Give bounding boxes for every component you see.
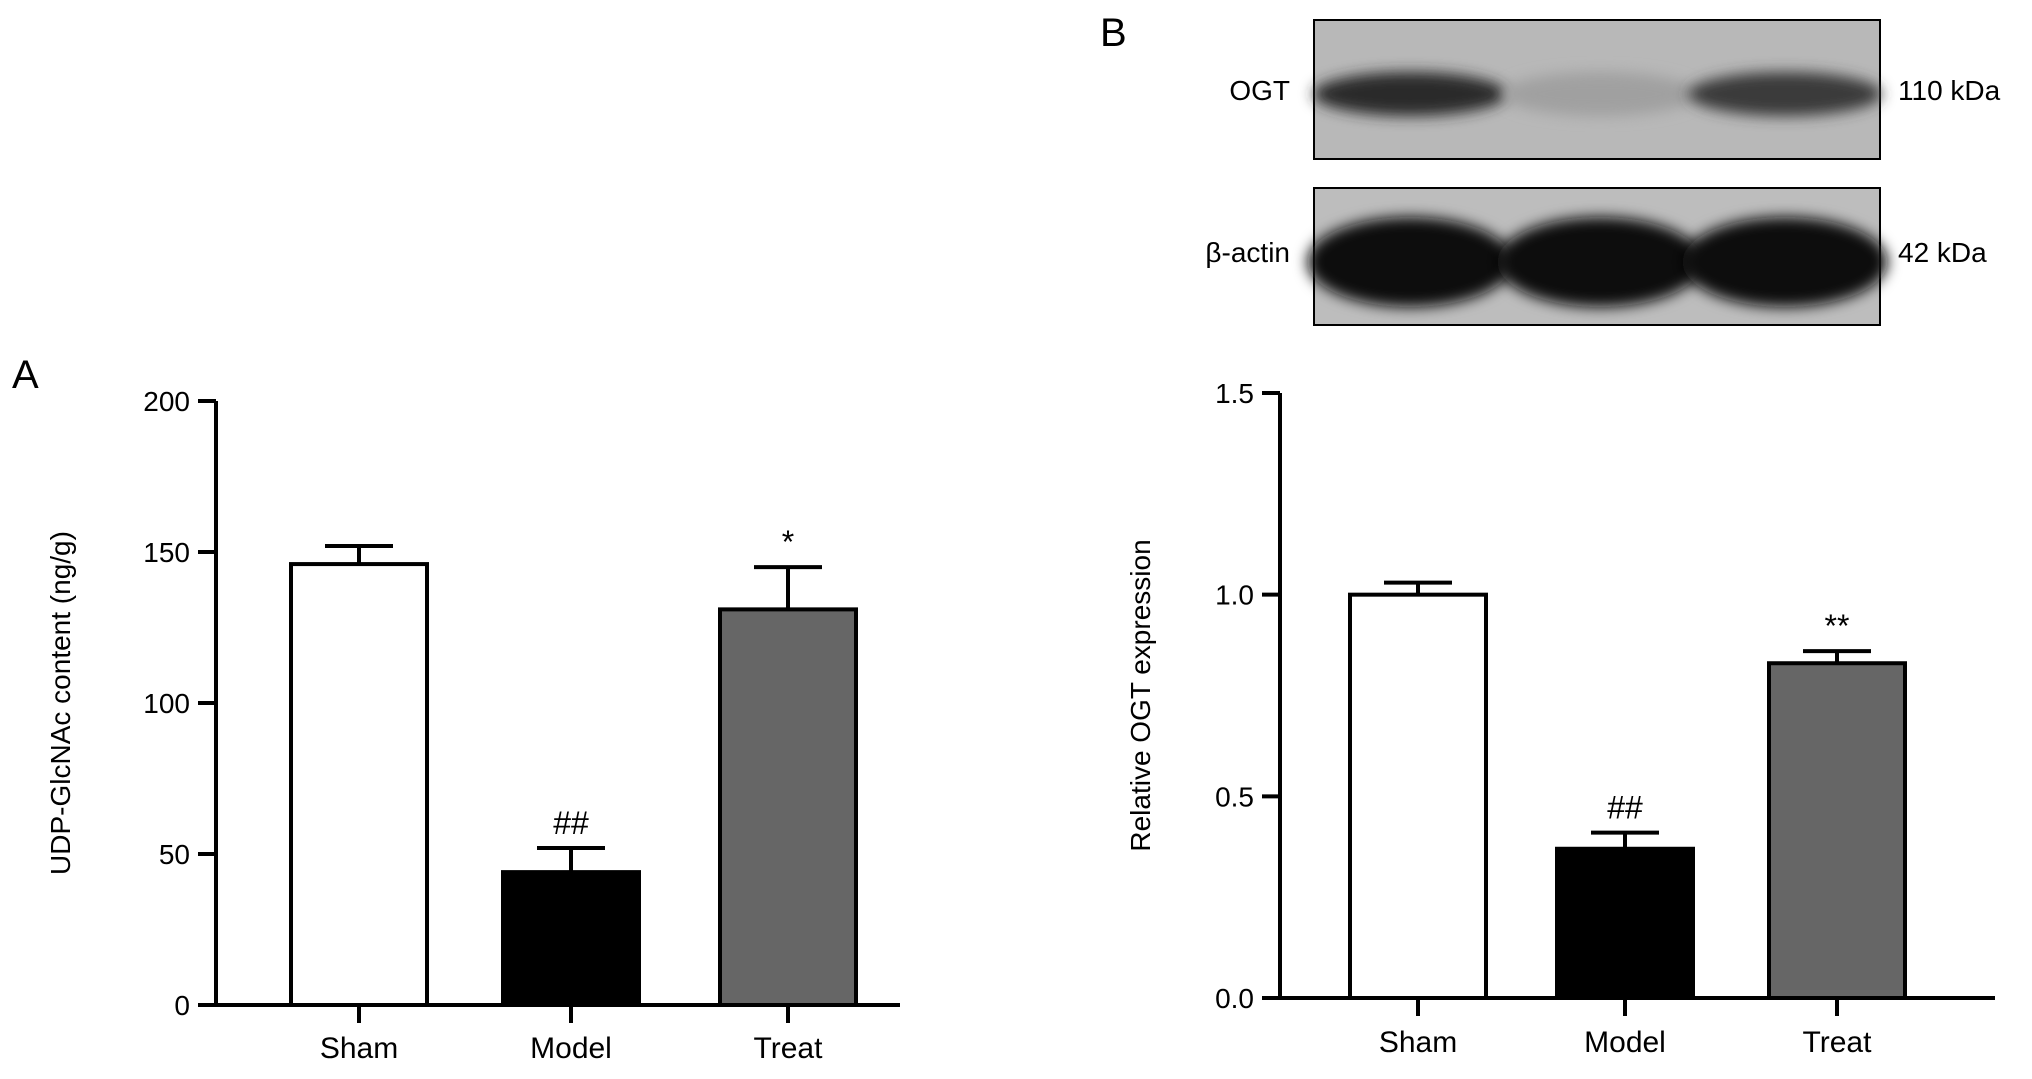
chart-a-significance-label: ##	[553, 805, 589, 841]
chart-b-y-tick-label: 1.5	[1215, 378, 1254, 409]
panel-a-letter: A	[12, 353, 39, 397]
chart-a-significance-label: *	[782, 524, 794, 560]
chart-b-marks: 0.0 0.5 1.0 1.5 Relative OGT expression Sham M…	[1125, 378, 1995, 1059]
blot-size-label-beta-actin: 42 kDa	[1898, 237, 1987, 268]
chart-panel-b: 0.0 0.5 1.0 1.5 Relative OGT expression Sham M…	[1125, 378, 1995, 1059]
chart-b-y-tick-label: 0.5	[1215, 781, 1254, 812]
blot-band	[1682, 217, 1888, 307]
chart-a-category-label: Sham	[320, 1032, 398, 1065]
blot-band	[1688, 72, 1882, 116]
chart-b-category-label: Sham	[1379, 1026, 1457, 1059]
chart-a-y-tick-label: 50	[159, 839, 190, 870]
chart-b-category-label: Model	[1584, 1026, 1666, 1059]
chart-a-y-tick-label: 150	[143, 537, 190, 568]
chart-a-bar-sham	[289, 562, 429, 1008]
chart-b-y-axis-title: Relative OGT expression	[1125, 539, 1156, 851]
blot-band	[1307, 217, 1513, 307]
chart-a-y-tick-label: 200	[143, 386, 190, 417]
chart-b-bar-model	[1555, 846, 1695, 1000]
chart-b-y-tick-label: 1.0	[1215, 580, 1254, 611]
chart-b-significance-label: ##	[1607, 790, 1643, 826]
chart-a-y-tick-label: 100	[143, 688, 190, 719]
chart-a-category-label: Treat	[754, 1032, 824, 1065]
chart-b-y-tick-label: 0.0	[1215, 983, 1254, 1014]
chart-b-category-label: Treat	[1803, 1026, 1873, 1059]
blot-protein-label-beta-actin: β-actin	[1205, 237, 1290, 268]
chart-a-bar-treat	[718, 607, 858, 1007]
chart-panel-a: 0 50 100 150 200 UDP-GlcNAc content (ng/g) Sha…	[45, 386, 900, 1065]
chart-a-y-tick-label: 0	[174, 990, 190, 1021]
blot-bands-ogt	[1313, 72, 1882, 116]
chart-a-category-label: Model	[530, 1032, 612, 1065]
chart-b-bar-sham	[1348, 592, 1488, 1001]
chart-a-bar-model	[501, 870, 641, 1007]
chart-b-significance-label: **	[1825, 608, 1850, 644]
blot-band	[1313, 72, 1507, 116]
chart-a-marks: 0 50 100 150 200 UDP-GlcNAc content (ng/g) Sha…	[45, 386, 900, 1065]
chart-b-bar-treat	[1767, 661, 1907, 1000]
western-blot: OGT 110 kDa β-actin 42 kDa	[1205, 19, 2001, 326]
blot-protein-label-ogt: OGT	[1229, 75, 1290, 106]
blot-band	[1497, 217, 1703, 307]
blot-band	[1503, 72, 1697, 116]
blot-bands-beta-actin	[1307, 217, 1888, 307]
panel-b-letter: B	[1100, 11, 1127, 55]
blot-size-label-ogt: 110 kDa	[1898, 75, 2001, 106]
chart-a-y-axis-title: UDP-GlcNAc content (ng/g)	[45, 531, 76, 875]
